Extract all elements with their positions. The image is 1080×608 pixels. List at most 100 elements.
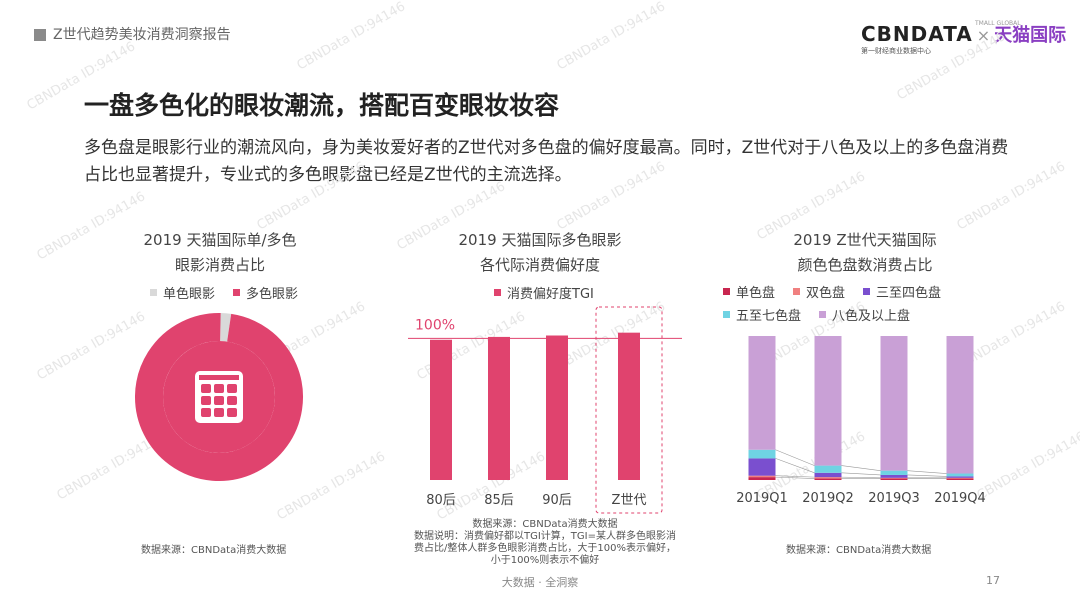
- connector-line: [775, 449, 815, 466]
- stack-segment-1: [946, 477, 974, 479]
- legend-label: 单色盘: [736, 286, 776, 301]
- palette-cell: [227, 384, 237, 393]
- stack-segment-2: [748, 458, 776, 476]
- palette-cell: [201, 396, 211, 405]
- cbndata-logo: CBNDATA: [861, 22, 973, 46]
- palette-cell: [214, 384, 224, 393]
- connector-line: [907, 470, 947, 474]
- x-tick-label: 2019Q1: [736, 491, 788, 506]
- stacked-bar-chart: 2019Q1 2019Q2 2019Q3 2019Q4: [736, 336, 986, 506]
- legend-item-multi: 多色眼影: [233, 283, 298, 302]
- chart2-source-line: 数据说明：消费偏好都以TGI计算，TGI=某人群多色眼影消: [414, 531, 676, 542]
- chart2-source: 数据来源：CBNData消费大数据 数据说明：消费偏好都以TGI计算，TGI=某…: [395, 519, 695, 567]
- stack-segment-3: [748, 449, 776, 459]
- palette-cell: [214, 396, 224, 405]
- legend-item-s0: 单色盘: [723, 282, 775, 301]
- legend-item-single: 单色眼影: [150, 283, 215, 302]
- palette-icon: [195, 371, 243, 423]
- stack-segment-0: [814, 478, 842, 480]
- palette-cell: [201, 408, 211, 417]
- legend-label: 单色眼影: [163, 287, 216, 302]
- chart2-title: 2019 天猫国际多色眼影 各代际消费偏好度: [430, 228, 650, 278]
- page-number: 17: [986, 574, 1000, 587]
- connector-line: [907, 474, 947, 477]
- legend-label: 消费偏好度TGI: [507, 287, 594, 302]
- tmall-logo-subtext: TMALL GLOBAL: [975, 20, 1021, 27]
- connector-line: [775, 458, 815, 474]
- legend-swatch: [723, 311, 730, 318]
- stack-segment-0: [880, 478, 908, 480]
- legend-label: 多色眼影: [246, 287, 299, 302]
- chart2-source-line: 费占比/整体人群多色眼影消费占比，大于100%表示偏好，: [414, 543, 676, 554]
- chart1-title-line1: 2019 天猫国际单/多色: [143, 231, 297, 249]
- x-tick-label: 80后: [426, 493, 456, 508]
- stack-segment-1: [814, 477, 842, 479]
- connector-line: [775, 476, 815, 479]
- legend-swatch: [494, 289, 501, 296]
- tgi-bar-0: [430, 339, 452, 480]
- reference-label: 100%: [415, 317, 455, 333]
- footer-slogan: 大数据 · 全洞察: [501, 576, 579, 589]
- stack-segment-4: [946, 336, 974, 474]
- legend-swatch: [863, 288, 871, 295]
- cbndata-logo-subtext: 第一财经商业数据中心: [861, 47, 931, 55]
- highlight-box: [595, 306, 663, 514]
- description: 多色盘是眼影行业的潮流风向，身为美妆爱好者的Z世代对多色盘的偏好度最高。同时，Z…: [84, 138, 1009, 185]
- legend-swatch: [150, 289, 157, 296]
- tmall-global-logo: 天猫国际: [994, 25, 1067, 46]
- x-tick-label: Z世代: [612, 493, 647, 508]
- chart2-source-line: 小于100%则表示不偏好: [490, 555, 600, 566]
- legend-item-tgi: 消费偏好度TGI: [494, 283, 594, 302]
- legend-item-s2: 三至四色盘: [863, 282, 941, 301]
- donut-slice-0: [219, 313, 232, 342]
- legend-label: 五至七色盘: [736, 309, 802, 324]
- report-title: Z世代趋势美妆消费洞察报告: [53, 27, 231, 43]
- chart2-source-line: 数据来源：CBNData消费大数据: [472, 519, 618, 530]
- x-tick-label: 2019Q2: [802, 491, 854, 506]
- legend-label: 八色及以上盘: [832, 309, 911, 324]
- connector-line: [841, 476, 881, 479]
- tgi-bar-chart: 80后 85后 90后 Z世代 100%: [408, 306, 682, 514]
- donut-chart: [135, 313, 303, 481]
- page-title: 一盘多色化的眼妆潮流，搭配百变眼妆妆容: [84, 91, 560, 120]
- stack-segment-2: [880, 474, 908, 478]
- stack-segment-1: [880, 477, 908, 479]
- legend-item-s3: 五至七色盘: [723, 305, 801, 324]
- stack-segment-4: [814, 336, 842, 466]
- chart1-legend: 单色眼影 多色眼影: [150, 283, 310, 302]
- stack-segment-0: [748, 477, 776, 480]
- watermark-text: CBNData ID:94146: [295, 0, 409, 73]
- donut-slice-1: [135, 313, 303, 481]
- chart2-title-line1: 2019 天猫国际多色眼影: [458, 231, 622, 249]
- x-tick-label: 2019Q4: [934, 491, 986, 506]
- chart1-title-line2: 眼影消费占比: [174, 256, 265, 274]
- chart3-title: 2019 Z世代天猫国际 颜色色盘数消费占比: [760, 228, 970, 278]
- palette-cell: [227, 396, 237, 405]
- stack-segment-2: [946, 476, 974, 478]
- logo-separator: ×: [976, 26, 991, 45]
- stack-segment-4: [880, 336, 908, 471]
- stack-segment-4: [748, 336, 776, 450]
- x-tick-label: 90后: [542, 493, 572, 508]
- stack-segment-3: [946, 473, 974, 477]
- stack-segment-3: [880, 470, 908, 475]
- tgi-bar-3: [618, 332, 640, 480]
- tgi-bar-2: [546, 335, 568, 480]
- connector-line: [775, 475, 815, 478]
- palette-cell: [214, 408, 224, 417]
- stack-segment-3: [814, 465, 842, 473]
- watermark-text: CBNData ID:94146: [35, 309, 149, 383]
- stack-segment-2: [814, 472, 842, 478]
- palette-cell: [201, 384, 211, 393]
- chart1-source: 数据来源：CBNData消费大数据: [141, 545, 287, 556]
- watermark-text: CBNData ID:94146: [555, 0, 669, 73]
- legend-item-s1: 双色盘: [793, 282, 845, 301]
- legend-label: 三至四色盘: [876, 286, 942, 301]
- chart3-title-line2: 颜色色盘数消费占比: [797, 256, 933, 274]
- legend-item-s4: 八色及以上盘: [819, 305, 910, 324]
- tgi-bar-1: [488, 336, 510, 480]
- x-tick-label: 2019Q3: [868, 491, 920, 506]
- logo: CBNDATA × 天猫国际: [861, 21, 1066, 47]
- stack-segment-0: [946, 478, 974, 480]
- header-square-icon: [34, 29, 46, 41]
